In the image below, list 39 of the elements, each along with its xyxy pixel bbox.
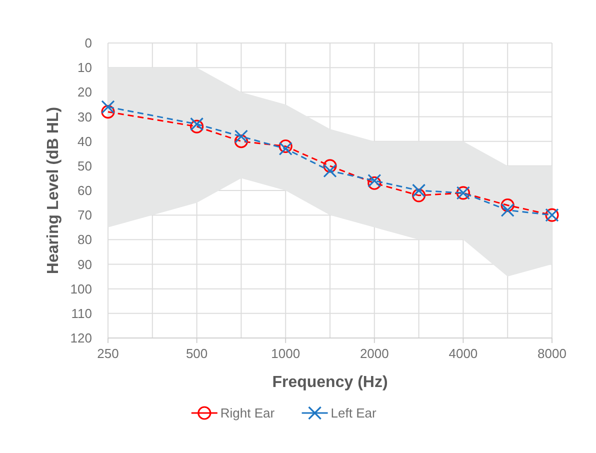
legend-label: Right Ear: [220, 406, 276, 421]
y-tick-label: 20: [78, 84, 92, 100]
y-tick-label: 60: [78, 183, 92, 198]
y-tick-label: 50: [78, 158, 92, 174]
legend-label: Left Ear: [330, 406, 377, 421]
y-tick-label: 80: [78, 232, 92, 248]
y-tick-label: 100: [70, 281, 92, 296]
x-axis-title: Frequency (Hz): [272, 374, 388, 391]
point: [500, 198, 514, 212]
point: [278, 139, 292, 154]
y-tick-label: 90: [78, 256, 92, 272]
x-tick-label: 2000: [360, 346, 389, 361]
point: [500, 203, 514, 217]
y-tick-label: 70: [78, 208, 92, 223]
x-tick-label: 250: [97, 346, 119, 361]
point: [323, 164, 337, 178]
point: [234, 134, 248, 148]
y-tick-label: 110: [71, 306, 92, 321]
point: [323, 159, 337, 173]
point: [190, 120, 204, 134]
point: [101, 100, 115, 114]
point: [190, 117, 204, 131]
point: [234, 130, 248, 144]
x-tick-label: 8000: [538, 346, 566, 361]
y-axis-title: Hearing Level (dB HL): [45, 106, 62, 274]
y-tick-label: 40: [78, 134, 92, 149]
x-tick-label: 1000: [271, 346, 300, 361]
y-tick-label: 10: [78, 60, 92, 76]
point: [101, 105, 115, 119]
y-tick-label: 120: [70, 330, 92, 346]
point: [368, 174, 382, 188]
y-tick-label: 0: [84, 36, 92, 51]
point: [278, 142, 292, 156]
x-tick-label: 4000: [448, 346, 478, 361]
y-tick-label: 30: [78, 109, 92, 124]
point: [412, 188, 426, 202]
x-tick-label: 500: [186, 346, 208, 361]
point: [368, 176, 382, 190]
point: [412, 184, 426, 198]
